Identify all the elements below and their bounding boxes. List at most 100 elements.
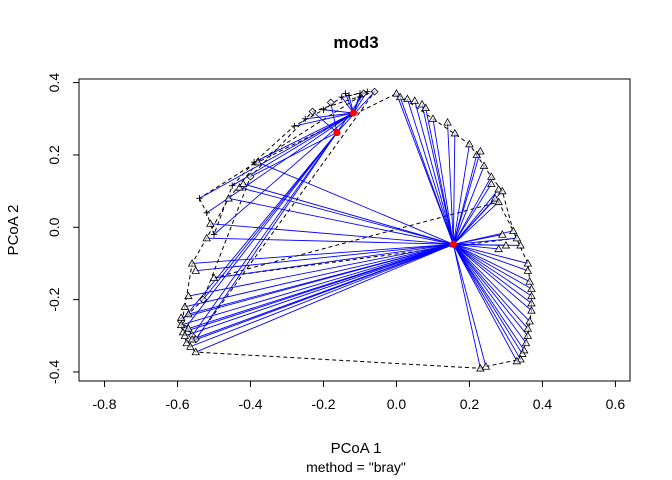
x-tick-label: 0.6 <box>606 396 626 412</box>
point-triangle-2-24 <box>410 96 419 104</box>
point-triangle-2-26 <box>421 103 430 112</box>
spider-line-2-46 <box>453 243 532 290</box>
centroid-layer <box>333 109 457 248</box>
spider-line-2-32 <box>452 151 481 245</box>
point-triangle-2-60 <box>497 230 507 238</box>
hull-outline-3 <box>213 201 518 279</box>
spider-line-1-1 <box>184 132 338 329</box>
spider-line-2-25 <box>421 104 454 245</box>
spider-line-2-3 <box>184 243 454 337</box>
point-triangle-2-10 <box>184 309 193 318</box>
point-diamond-1-8 <box>359 89 368 98</box>
spider-line-2-55 <box>453 244 523 355</box>
point-triangle-2-61 <box>501 240 511 249</box>
spider-line-2-54 <box>453 244 525 351</box>
spider-line-2-24 <box>414 100 454 245</box>
point-cross-0-0 <box>196 195 203 202</box>
spider-line-2-27 <box>432 118 454 245</box>
point-diamond-1-7 <box>326 98 335 107</box>
spider-line-0-4 <box>253 112 354 163</box>
point-triangle-2-5 <box>184 324 193 332</box>
spider-line-1-0 <box>180 132 338 322</box>
point-triangle-2-8 <box>180 302 190 310</box>
point-triangle-2-51 <box>523 324 533 332</box>
point-triangle-2-23 <box>403 94 412 102</box>
spider-line-2-52 <box>453 244 529 337</box>
spider-line-0-7 <box>323 109 354 114</box>
point-triangle-2-40 <box>508 226 518 235</box>
spider-line-2-50 <box>453 243 530 322</box>
spider-line-2-11 <box>195 243 454 353</box>
spider-line-2-13 <box>195 243 454 272</box>
spider-line-2-30 <box>452 144 470 245</box>
point-triangle-2-16 <box>209 273 219 282</box>
spider-line-1-2 <box>191 132 338 337</box>
point-triangle-2-14 <box>202 233 212 242</box>
spider-line-2-23 <box>406 98 454 245</box>
point-diamond-1-6 <box>308 107 317 116</box>
spider-line-2-17 <box>228 197 454 245</box>
point-triangle-2-41 <box>512 233 522 242</box>
spider-line-2-59 <box>452 244 487 367</box>
spider-line-2-22 <box>399 96 454 245</box>
spider-line-2-56 <box>452 244 521 360</box>
spider-line-2-37 <box>453 189 499 245</box>
point-cross-0-8 <box>338 93 345 101</box>
spider-line-2-48 <box>453 243 532 304</box>
point-cross-0-2 <box>210 231 218 238</box>
point-cross-0-1 <box>203 209 210 217</box>
spider-line-1-6 <box>312 111 338 133</box>
spider-line-2-60 <box>453 234 503 245</box>
spider-layer <box>180 91 532 369</box>
spider-line-2-16 <box>213 243 454 279</box>
centroid-point-2 <box>449 240 457 248</box>
point-triangle-2-45 <box>525 277 534 285</box>
point-triangle-2-15 <box>206 219 215 227</box>
point-triangle-2-21 <box>392 89 401 97</box>
point-cross-0-10 <box>345 92 353 99</box>
y-tick-label: 0.2 <box>46 145 62 165</box>
point-triangle-2-6 <box>186 342 195 350</box>
spider-line-1-4 <box>202 132 338 300</box>
point-triangle-2-47 <box>527 291 536 300</box>
point-triangle-2-43 <box>523 259 533 267</box>
point-triangle-2-29 <box>450 128 460 137</box>
point-triangle-2-59 <box>481 362 491 370</box>
y-tick-label: 0.4 <box>46 73 62 93</box>
spider-line-2-18 <box>239 187 454 245</box>
point-triangle-2-20 <box>253 157 263 166</box>
point-triangle-2-18 <box>235 183 244 191</box>
point-triangle-2-17 <box>224 193 233 202</box>
spider-line-0-0 <box>199 112 354 199</box>
spider-line-2-38 <box>453 201 499 245</box>
x-tick-label: -0.2 <box>311 396 335 412</box>
spider-line-2-33 <box>452 165 485 245</box>
point-triangle-2-33 <box>479 161 489 169</box>
spider-line-2-29 <box>452 133 456 245</box>
point-triangle-2-34 <box>487 179 496 187</box>
point-triangle-2-25 <box>417 99 427 108</box>
point-triangle-2-48 <box>527 298 536 307</box>
spider-line-2-41 <box>453 237 517 245</box>
x-tick-label: 0.2 <box>460 396 480 412</box>
spider-line-2-7 <box>191 243 454 340</box>
point-triangle-2-42 <box>516 240 525 249</box>
y-tick-label: 0.0 <box>46 217 62 237</box>
point-triangle-2-13 <box>191 266 201 274</box>
point-diamond-1-4 <box>199 295 208 304</box>
point-triangle-2-11 <box>191 347 201 356</box>
x-tick-label: -0.6 <box>165 396 189 412</box>
x-tick-label: -0.4 <box>238 396 262 412</box>
spider-line-2-49 <box>453 243 532 311</box>
spider-line-0-2 <box>213 112 354 235</box>
spider-line-2-19 <box>243 183 454 245</box>
point-cross-0-13 <box>356 93 364 101</box>
spider-line-2-61 <box>453 243 506 246</box>
spider-line-0-3 <box>232 112 354 187</box>
spider-line-2-53 <box>453 244 527 344</box>
spider-line-2-26 <box>425 107 454 245</box>
point-triangle-2-28 <box>443 117 452 126</box>
point-triangle-2-31 <box>472 150 482 159</box>
